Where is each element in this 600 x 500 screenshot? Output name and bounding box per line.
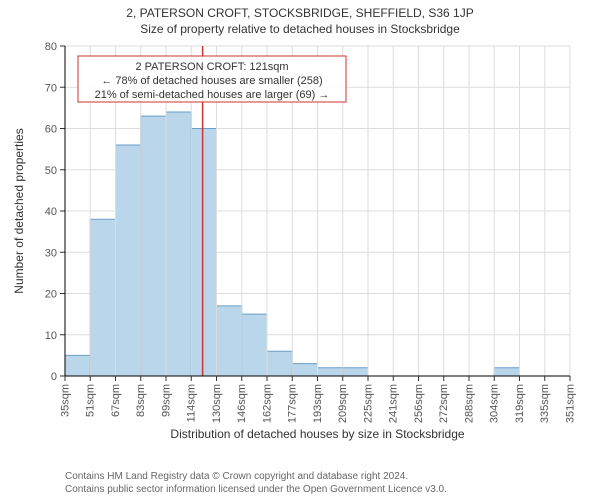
svg-text:114sqm: 114sqm — [186, 384, 198, 422]
footer-line2: Contains public sector information licen… — [65, 484, 447, 497]
svg-text:51sqm: 51sqm — [85, 384, 97, 417]
svg-text:130sqm: 130sqm — [211, 384, 223, 423]
svg-text:99sqm: 99sqm — [160, 384, 172, 417]
svg-text:30: 30 — [45, 247, 57, 259]
svg-text:162sqm: 162sqm — [261, 384, 273, 423]
svg-text:10: 10 — [45, 330, 57, 342]
histogram-bar — [90, 219, 115, 376]
svg-text:288sqm: 288sqm — [463, 384, 475, 423]
svg-text:209sqm: 209sqm — [337, 384, 349, 423]
svg-text:70: 70 — [45, 82, 57, 94]
histogram-bar — [318, 368, 343, 376]
svg-text:177sqm: 177sqm — [287, 384, 299, 423]
svg-text:351sqm: 351sqm — [564, 384, 576, 423]
svg-text:60: 60 — [45, 124, 57, 136]
chart-title-line2: Size of property relative to detached ho… — [0, 20, 600, 36]
svg-text:241sqm: 241sqm — [388, 384, 400, 423]
histogram-bar — [343, 368, 368, 376]
svg-text:304sqm: 304sqm — [489, 384, 501, 423]
svg-text:335sqm: 335sqm — [539, 384, 551, 423]
svg-text:35sqm: 35sqm — [59, 384, 71, 417]
svg-text:225sqm: 225sqm — [362, 384, 374, 423]
histogram-chart: 0 10 20 30 40 50 60 70 80 35sqm 51sqm 67sqm 83sqm 99s… — [0, 36, 600, 466]
annotation-line: ← 78% of detached houses are smaller (25… — [101, 75, 322, 87]
histogram-bar — [141, 116, 166, 376]
annotation-line: 21% of semi-detached houses are larger (… — [95, 89, 330, 101]
svg-text:83sqm: 83sqm — [135, 384, 147, 417]
footer-attribution: Contains HM Land Registry data © Crown c… — [65, 471, 447, 496]
y-axis-label: Number of detached properties — [12, 128, 26, 293]
histogram-bar — [65, 355, 90, 376]
svg-text:40: 40 — [45, 206, 57, 218]
svg-text:67sqm: 67sqm — [110, 384, 122, 417]
svg-text:272sqm: 272sqm — [438, 384, 450, 423]
chart-title-line1: 2, PATERSON CROFT, STOCKSBRIDGE, SHEFFIE… — [0, 0, 600, 20]
svg-text:50: 50 — [45, 165, 57, 177]
svg-text:319sqm: 319sqm — [514, 384, 526, 423]
annotation-line: 2 PATERSON CROFT: 121sqm — [135, 61, 288, 73]
svg-text:193sqm: 193sqm — [312, 384, 324, 423]
histogram-bar — [116, 145, 141, 376]
svg-text:20: 20 — [45, 289, 57, 301]
histogram-bar — [267, 351, 292, 376]
x-axis-label: Distribution of detached houses by size … — [170, 427, 464, 441]
histogram-bar — [166, 112, 191, 376]
footer-line1: Contains HM Land Registry data © Crown c… — [65, 471, 447, 484]
svg-text:80: 80 — [45, 41, 57, 53]
histogram-bar — [292, 364, 317, 376]
svg-text:146sqm: 146sqm — [236, 384, 248, 423]
svg-text:0: 0 — [51, 371, 57, 383]
histogram-bar — [494, 368, 519, 376]
histogram-bar — [191, 129, 216, 377]
chart-container: 2, PATERSON CROFT, STOCKSBRIDGE, SHEFFIE… — [0, 0, 600, 500]
histogram-bar — [217, 306, 242, 376]
svg-text:256sqm: 256sqm — [413, 384, 425, 423]
histogram-bar — [242, 314, 267, 376]
